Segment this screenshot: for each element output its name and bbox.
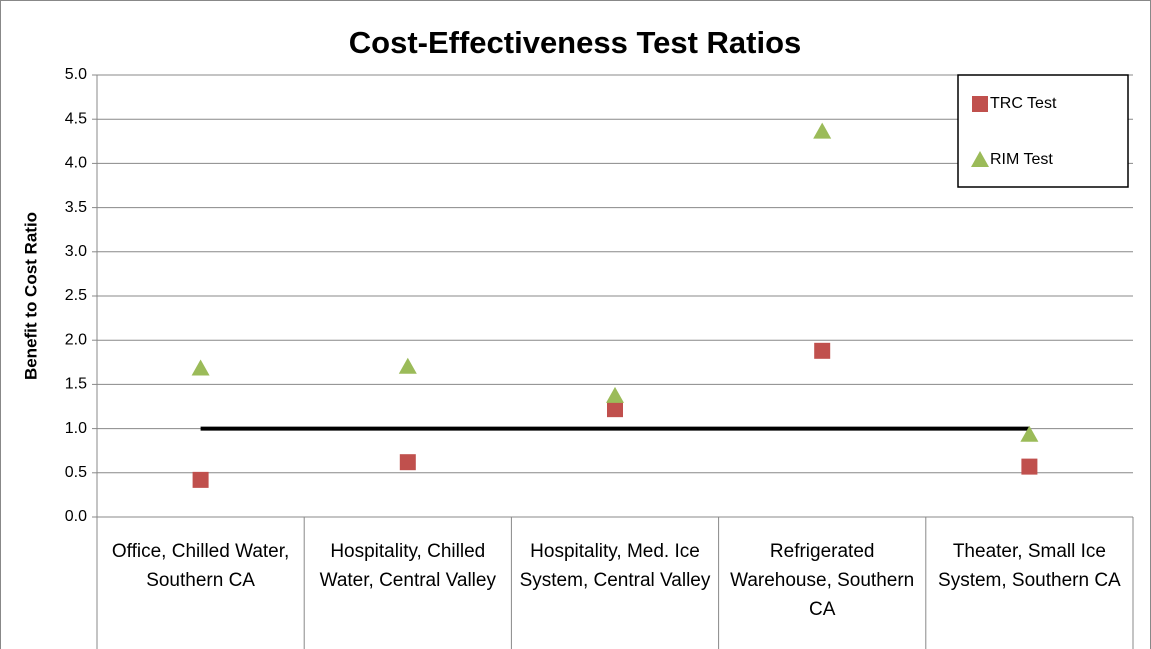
x-tick-label: Theater, Small Ice System, Southern CA [938,541,1121,591]
data-point [606,386,624,403]
data-point [813,122,832,139]
y-tick-label: 0.5 [65,464,87,481]
data-point [398,357,417,374]
y-tick-label: 1.5 [65,376,87,393]
y-tick-label: 3.5 [65,199,87,216]
data-point [1020,425,1039,442]
data-point [814,342,831,359]
legend-label: RIM Test [990,151,1053,168]
y-tick-label: 5.0 [65,66,87,83]
chart-title: Cost-Effectiveness Test Ratios [349,25,802,60]
x-tick-label: Refrigerated Warehouse, Southern CA [730,541,915,620]
y-tick-label: 2.0 [65,331,87,348]
y-tick-label: 4.5 [65,110,87,127]
data-point [191,359,210,376]
legend-label: TRC Test [990,95,1057,112]
y-tick-label: 1.0 [65,420,87,437]
y-tick-label: 2.5 [65,287,87,304]
data-point [192,471,209,488]
data-point [1021,458,1038,475]
y-tick-label: 3.0 [65,243,87,260]
x-tick-label: Hospitality, Med. Ice System, Central Va… [519,541,711,591]
y-tick-label: 0.0 [65,508,87,525]
legend-marker [972,96,988,112]
y-tick-label: 4.0 [65,155,87,172]
x-tick-label: Office, Chilled Water, Southern CA [111,541,290,591]
legend-marker [971,151,989,167]
x-tick-label: Hospitality, Chilled Water, Central Vall… [319,541,496,591]
data-point [399,454,416,471]
legend-box [957,74,1129,188]
y-axis-label: Benefit to Cost Ratio [21,212,40,380]
data-point [607,401,623,418]
